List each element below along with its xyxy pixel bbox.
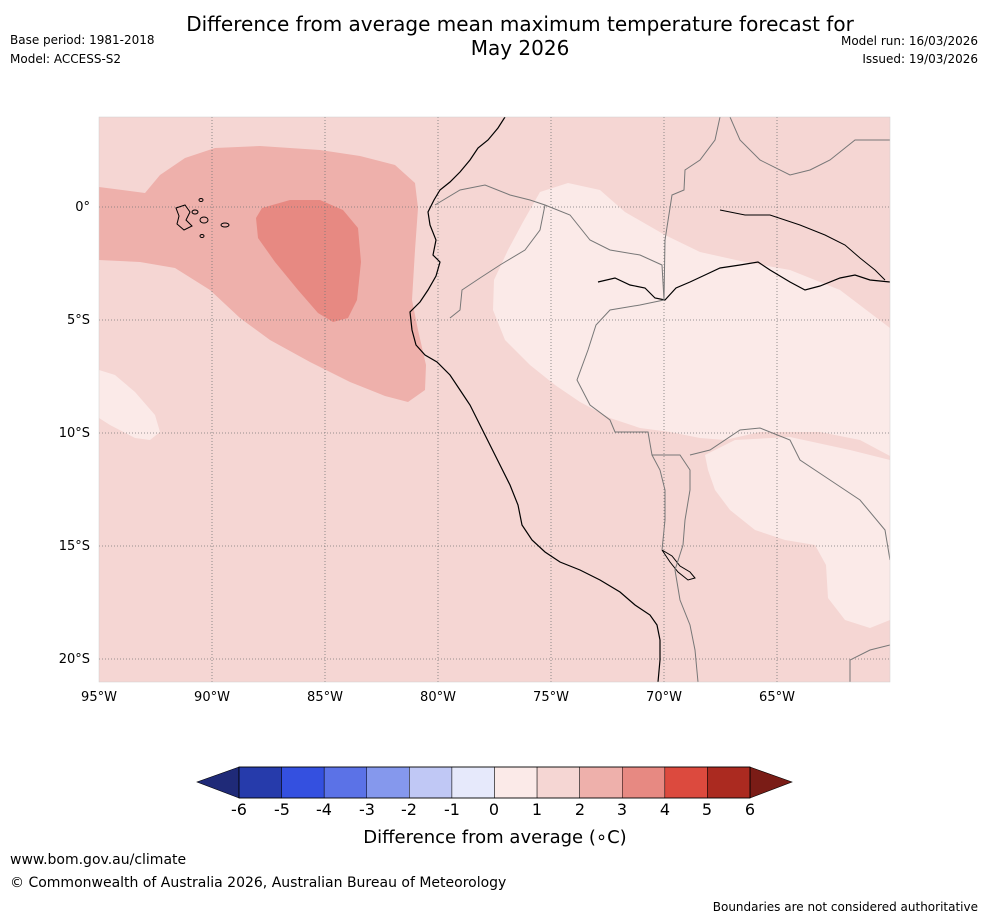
- cb-tick-3: 3: [616, 800, 628, 819]
- colorbar-segment: [579, 766, 623, 799]
- map-title: Difference from average mean maximum tem…: [0, 12, 988, 60]
- lat-label-10s: 10°S: [58, 426, 90, 441]
- issued-date: Issued: 19/03/2026: [862, 52, 978, 66]
- model-name: Model: ACCESS-S2: [10, 52, 122, 66]
- colorbar-segments: [238, 766, 751, 799]
- cb-tick-m3: -3: [359, 800, 375, 819]
- colorbar-frame: [238, 766, 751, 799]
- rio-negro: [719, 209, 886, 281]
- colorbar-segment: [409, 766, 453, 799]
- colorbar-segment: [664, 766, 708, 799]
- colorbar: [196, 766, 793, 799]
- lake-titicaca: [661, 549, 696, 581]
- country-borders: [434, 117, 890, 682]
- cb-tick-4: 4: [659, 800, 671, 819]
- anomaly-zone-3-to-4: [256, 200, 361, 322]
- colorbar-segment: [707, 766, 751, 799]
- colorbar-segment: [494, 766, 538, 799]
- lon-label-90w: 90°W: [194, 690, 230, 705]
- colorbar-high-arrow: [749, 766, 793, 799]
- disclaimer-text: Boundaries are not considered authoritat…: [712, 900, 978, 914]
- lon-label-65w: 65°W: [759, 690, 795, 705]
- colorbar-title: Difference from average (∘C): [363, 827, 627, 848]
- graticule: [99, 117, 890, 682]
- lon-label-75w: 75°W: [533, 690, 569, 705]
- cb-tick-m1: -1: [444, 800, 460, 819]
- title-line-2: May 2026: [470, 36, 570, 60]
- colorbar-segment: [323, 766, 367, 799]
- colorbar-segment: [366, 766, 410, 799]
- map-frame: [98, 116, 891, 683]
- colorbar-segment: [238, 766, 282, 799]
- anomaly-zone-0-to-1-southwest: [99, 370, 160, 440]
- lon-label-95w: 95°W: [81, 690, 117, 705]
- model-run: Model run: 16/03/2026: [840, 34, 978, 48]
- cb-tick-m6: -6: [231, 800, 247, 819]
- galapagos-islands: [175, 198, 230, 238]
- lat-label-0: 0°: [75, 200, 90, 215]
- lat-label-5s: 5°S: [66, 313, 90, 328]
- cb-tick-m5: -5: [274, 800, 290, 819]
- copyright-text: © Commonwealth of Australia 2026, Austra…: [10, 875, 507, 891]
- anomaly-zone-0-to-1-amazon: [493, 183, 890, 456]
- lon-label-70w: 70°W: [646, 690, 682, 705]
- colorbar-segment: [281, 766, 325, 799]
- cb-tick-5: 5: [701, 800, 713, 819]
- anomaly-zone-0-to-1-bolivia: [705, 437, 890, 628]
- website-text: www.bom.gov.au/climate: [10, 852, 187, 868]
- cb-tick-m4: -4: [316, 800, 332, 819]
- coastline: [409, 117, 661, 682]
- colorbar-segment: [536, 766, 580, 799]
- anomaly-zone-2-to-3-ocean: [99, 146, 426, 402]
- cb-tick-m2: -2: [401, 800, 417, 819]
- colorbar-low-arrow: [196, 766, 240, 799]
- cb-tick-2: 2: [574, 800, 586, 819]
- colorbar-segment: [451, 766, 495, 799]
- lon-label-80w: 80°W: [420, 690, 456, 705]
- base-period: Base period: 1981-2018: [10, 33, 155, 47]
- lat-label-20s: 20°S: [58, 652, 90, 667]
- cb-tick-0: 0: [488, 800, 500, 819]
- colorbar-segment: [622, 766, 666, 799]
- lat-label-15s: 15°S: [58, 539, 90, 554]
- lon-label-85w: 85°W: [307, 690, 343, 705]
- cb-tick-1: 1: [531, 800, 543, 819]
- cb-tick-6: 6: [744, 800, 756, 819]
- title-line-1: Difference from average mean maximum tem…: [186, 12, 854, 36]
- amazon-river: [597, 261, 890, 301]
